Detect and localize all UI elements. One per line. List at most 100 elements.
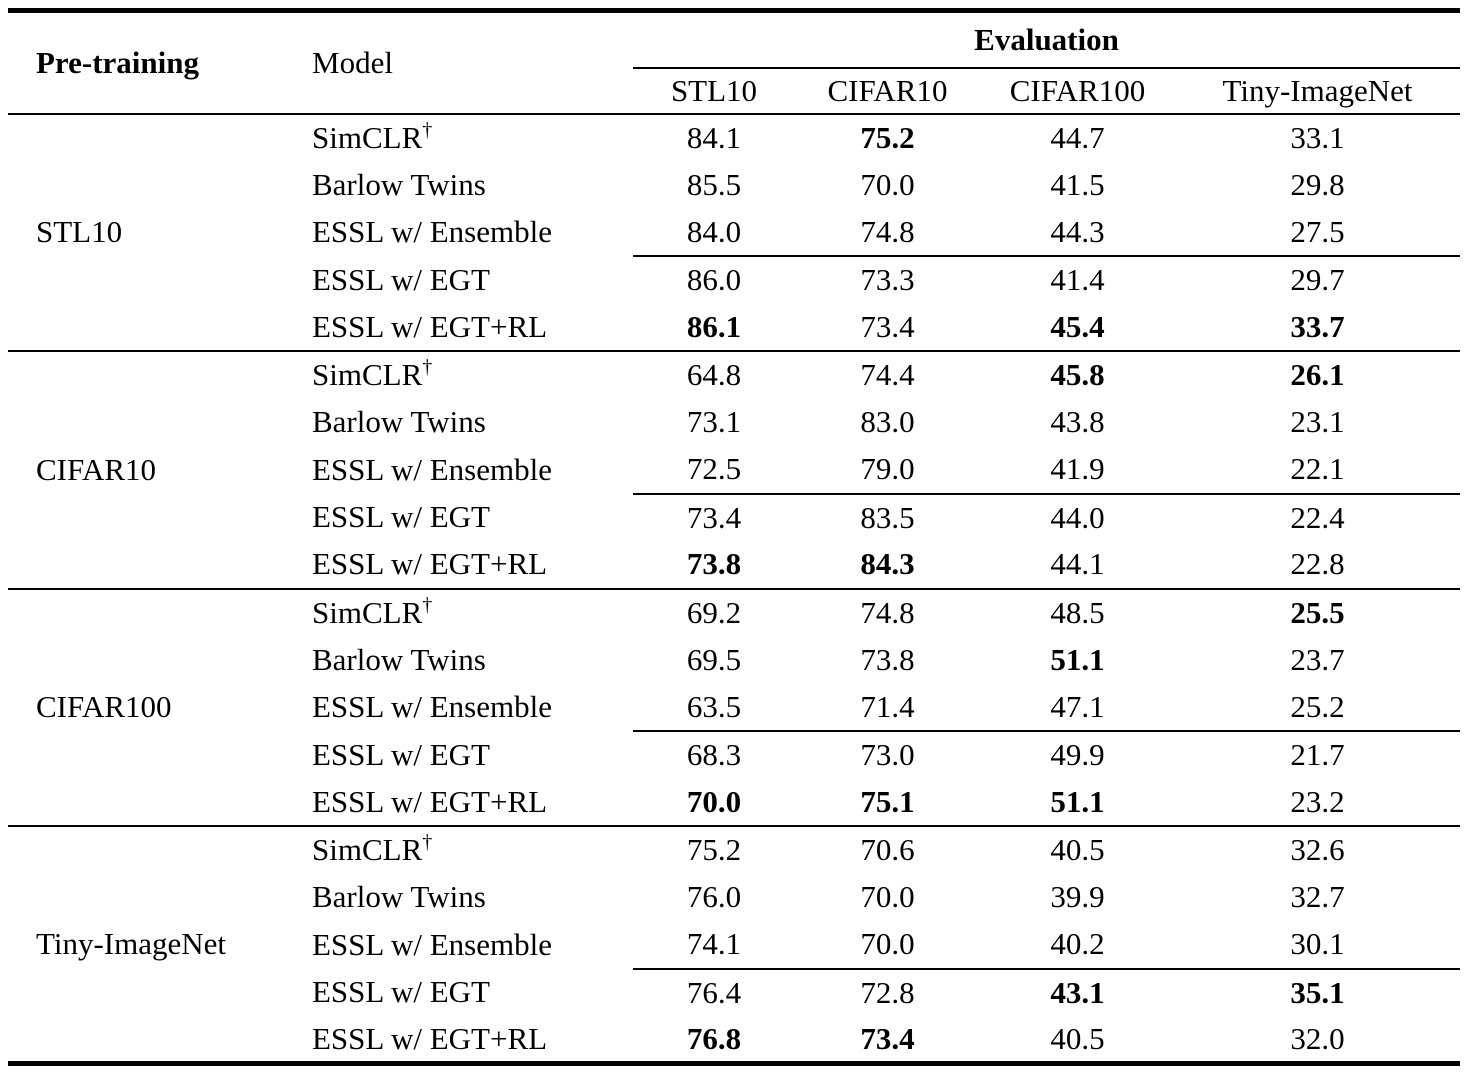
value-cell: 32.0 [1290, 1020, 1345, 1056]
value-cell: 47.1 [980, 683, 1175, 732]
header-row-datasets: STL10 CIFAR10 CIFAR100 Tiny-ImageNet [8, 67, 1461, 115]
table-row: CIFAR10 SimCLR† 64.8 74.4 45.8 26.1 [8, 351, 1460, 590]
value-cell: 44.7 [1050, 119, 1105, 155]
model-label: SimCLR [312, 357, 423, 393]
header-col-cifar10: CIFAR10 [795, 67, 980, 115]
model-label: ESSL w/ EGT+RL [312, 783, 548, 819]
value-cell: 73.8 [633, 541, 795, 590]
model-label: ESSL w/ EGT [312, 261, 490, 297]
model-cell: SimCLR† [300, 114, 633, 162]
pretraining-cell: CIFAR10 [8, 351, 300, 590]
model-cell: Barlow Twins [300, 874, 633, 922]
results-table: Pre-training Model Evaluation STL10 CIFA… [8, 8, 1461, 1066]
value-cell: 44.3 [980, 208, 1175, 257]
value-cell: 21.7 [1290, 737, 1345, 773]
table-row: ESSL w/ EGT 68.3 73.0 49.9 21.7 [8, 731, 1460, 779]
value-cell: 73.4 [860, 1020, 915, 1056]
table-row: ESSL w/ EGT+RL 76.8 73.4 40.5 32.0 [8, 1016, 1460, 1064]
table-row: Barlow Twins 73.1 83.0 43.8 23.1 [8, 399, 1460, 447]
value-cell: 69.5 [686, 641, 742, 677]
model-cell: SimCLR† [300, 826, 633, 874]
value-cell: 45.4 [980, 303, 1175, 352]
value-cell: 83.5 [860, 499, 915, 535]
value-cell: 25.2 [1175, 683, 1461, 732]
model-label: ESSL w/ Ensemble [312, 926, 552, 962]
value-cell: 45.8 [1050, 357, 1105, 393]
table-row: ESSL w/ EGT 76.4 72.8 43.1 35.1 [8, 969, 1460, 1017]
model-label: SimCLR [312, 594, 423, 630]
table-row: ESSL w/ Ensemble 72.5 79.0 41.9 22.1 [8, 446, 1461, 495]
header-col-tiny-imagenet: Tiny-ImageNet [1175, 67, 1461, 115]
model-label: ESSL w/ EGT [312, 499, 490, 535]
table-row: ESSL w/ EGT+RL 86.1 73.4 45.4 33.7 [8, 303, 1461, 352]
header-row-evaluation: Pre-training Model Evaluation [8, 10, 1461, 115]
model-label: ESSL w/ Ensemble [312, 451, 552, 487]
value-cell: 70.0 [795, 921, 980, 970]
dagger-mark: † [422, 831, 433, 854]
model-label: Barlow Twins [312, 641, 486, 677]
value-cell: 40.5 [1050, 1020, 1105, 1056]
value-cell: 74.8 [860, 594, 915, 630]
value-cell: 40.2 [980, 921, 1175, 970]
header-model: Model [300, 10, 633, 115]
value-cell: 33.7 [1175, 303, 1461, 352]
value-cell: 85.5 [686, 166, 742, 202]
value-cell: 35.1 [1290, 974, 1345, 1010]
model-label: Barlow Twins [312, 166, 486, 202]
table-row: ESSL w/ EGT 86.0 73.3 41.4 29.7 [8, 256, 1460, 304]
value-cell: 26.1 [1290, 357, 1345, 393]
value-cell: 63.5 [633, 683, 795, 732]
value-cell: 70.0 [633, 778, 795, 827]
value-cell: 75.2 [686, 832, 742, 868]
value-cell: 73.4 [795, 303, 980, 352]
table-row: STL10 SimCLR† 84.1 75.2 44.7 33.1 [8, 113, 1460, 352]
model-label: ESSL w/ EGT [312, 974, 490, 1010]
value-cell: 25.5 [1290, 594, 1345, 630]
value-cell: 75.2 [860, 119, 915, 155]
value-cell: 74.4 [860, 357, 915, 393]
model-cell: ESSL w/ EGT+RL [300, 778, 633, 827]
model-cell: SimCLR† [300, 589, 633, 637]
value-cell: 51.1 [980, 778, 1175, 827]
header-col-cifar100: CIFAR100 [980, 67, 1175, 115]
value-cell: 75.1 [795, 778, 980, 827]
value-cell: 73.4 [686, 499, 742, 535]
pretraining-cell: STL10 [8, 113, 300, 352]
value-cell: 23.1 [1290, 404, 1345, 440]
model-label: ESSL w/ Ensemble [312, 214, 552, 250]
model-label: ESSL w/ EGT [312, 736, 490, 772]
value-cell: 27.5 [1175, 208, 1461, 257]
value-cell: 76.0 [686, 879, 742, 915]
value-cell: 70.0 [860, 879, 915, 915]
table-row: Tiny-ImageNet SimCLR† 75.2 70.6 40.5 32.… [8, 826, 1460, 961]
value-cell: 48.5 [1050, 594, 1105, 630]
value-cell: 72.5 [633, 446, 795, 495]
model-label: ESSL w/ EGT+RL [312, 1020, 548, 1056]
value-cell: 22.1 [1175, 446, 1461, 495]
value-cell: 84.1 [686, 119, 742, 155]
value-cell: 41.5 [1050, 166, 1105, 202]
value-cell: 70.6 [860, 832, 915, 868]
table-row: Barlow Twins 85.5 70.0 41.5 29.8 [8, 161, 1460, 209]
value-cell: 29.8 [1290, 166, 1345, 202]
pretraining-cell: CIFAR100 [8, 588, 300, 827]
value-cell: 86.0 [686, 262, 742, 298]
value-cell: 83.0 [860, 404, 915, 440]
model-cell: SimCLR† [300, 351, 633, 399]
value-cell: 43.8 [1050, 404, 1105, 440]
value-cell: 32.6 [1290, 832, 1345, 868]
model-cell: ESSL w/ EGT+RL [300, 541, 633, 590]
model-cell: ESSL w/ EGT [300, 731, 633, 779]
value-cell: 84.0 [633, 208, 795, 257]
value-cell: 33.1 [1290, 119, 1345, 155]
table-row: ESSL w/ Ensemble 84.0 74.8 44.3 27.5 [8, 208, 1461, 257]
header-evaluation: Evaluation [633, 10, 1461, 69]
model-cell: ESSL w/ EGT [300, 256, 633, 304]
model-label: ESSL w/ Ensemble [312, 689, 552, 725]
value-cell: 68.3 [686, 737, 742, 773]
table-row: ESSL w/ EGT 73.4 83.5 44.0 22.4 [8, 494, 1460, 542]
model-label: Barlow Twins [312, 879, 486, 915]
table-row: CIFAR100 SimCLR† 69.2 74.8 48.5 25.5 [8, 588, 1460, 827]
model-label: SimCLR [312, 119, 423, 155]
value-cell: 84.3 [795, 541, 980, 590]
